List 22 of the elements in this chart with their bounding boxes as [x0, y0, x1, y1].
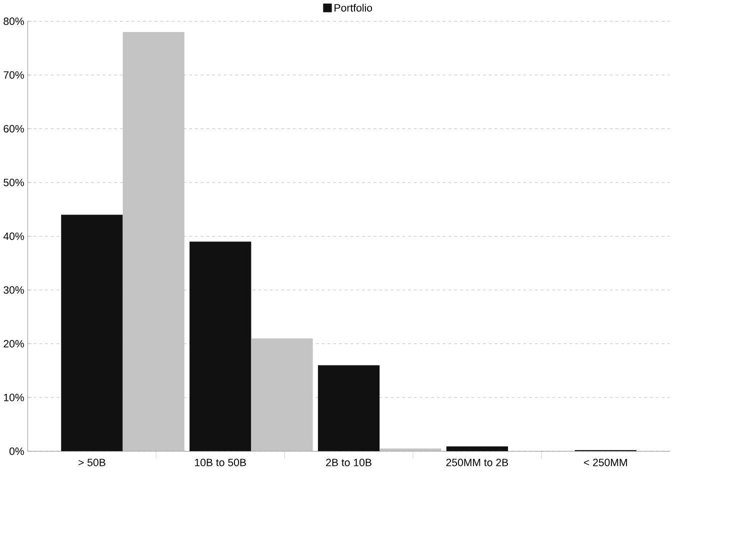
- y-tick-label: 10%: [4, 394, 24, 402]
- bar: [446, 446, 508, 452]
- x-tick-label: > 50B: [78, 458, 106, 466]
- x-tick-label: 250MM to 2B: [446, 458, 508, 466]
- bar: [122, 32, 184, 452]
- x-tick-label: 2B to 10B: [326, 458, 372, 466]
- x-tick-label: 10B to 50B: [195, 458, 246, 466]
- y-tick-label: 30%: [4, 286, 24, 294]
- y-tick-label: 40%: [3, 232, 24, 240]
- y-tick-label: 70%: [4, 71, 24, 79]
- y-tick-label: 50%: [4, 178, 24, 186]
- y-tick-label: 20%: [4, 340, 24, 348]
- bar: [380, 448, 442, 452]
- bar: [251, 338, 313, 452]
- y-tick-label: 80%: [4, 18, 24, 25]
- y-tick-label: 60%: [4, 125, 24, 132]
- bar: [318, 365, 380, 452]
- bar: [190, 242, 252, 452]
- bar: [61, 214, 123, 452]
- y-tick-label: 0%: [9, 447, 24, 455]
- x-tick-label: < 250MM: [584, 458, 627, 466]
- legend-label: Portfolio: [334, 4, 372, 12]
